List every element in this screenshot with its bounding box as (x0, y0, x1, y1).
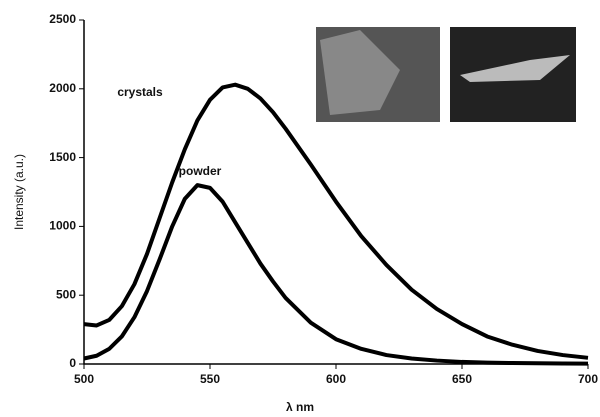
y-tick-label: 0 (69, 356, 76, 370)
y-tick-label: 2000 (49, 81, 76, 95)
x-tick-label: 600 (326, 372, 346, 386)
y-tick-label: 1000 (49, 219, 76, 233)
y-axis-label: Intensity (a.u.) (12, 154, 26, 230)
series-label: powder (179, 164, 222, 178)
x-tick-label: 550 (200, 372, 220, 386)
x-tick-label: 700 (578, 372, 598, 386)
y-tick-label: 2500 (49, 12, 76, 26)
x-axis-label: λ nm (286, 400, 314, 414)
x-tick-label: 650 (452, 372, 472, 386)
x-tick-label: 500 (74, 372, 94, 386)
series-line (83, 82, 589, 360)
series-label: crystals (117, 85, 163, 99)
inset-texture (320, 30, 400, 115)
inset-texture (460, 55, 570, 82)
y-tick-label: 500 (56, 287, 76, 301)
y-tick-label: 1500 (49, 150, 76, 164)
series-line (83, 183, 589, 366)
